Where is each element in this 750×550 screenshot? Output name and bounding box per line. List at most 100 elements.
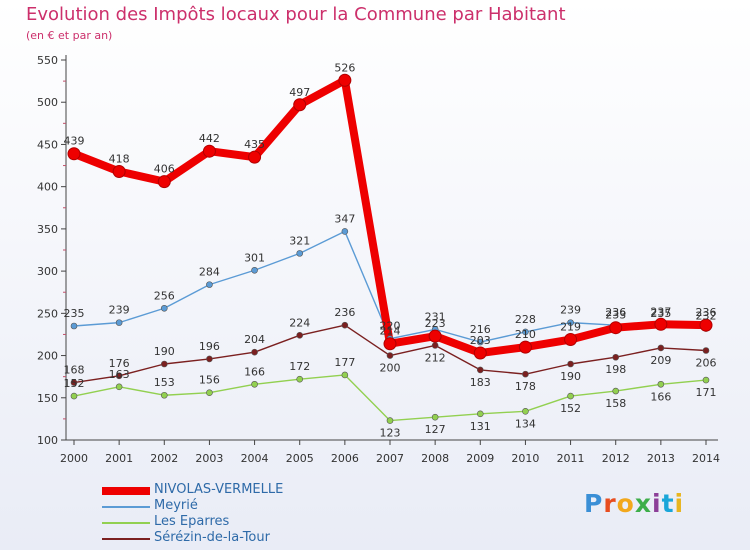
data-label-0-12: 233 — [605, 309, 626, 322]
x-tick-label: 2002 — [150, 452, 178, 465]
data-label-1-14: 232 — [696, 310, 717, 323]
x-tick-label: 2009 — [466, 452, 494, 465]
data-point-1-11 — [567, 319, 574, 326]
data-point-0-11 — [564, 333, 578, 347]
data-point-3-9 — [476, 366, 484, 374]
chart-subtitle: (en € et par an) — [26, 29, 113, 42]
data-label-2-10: 134 — [515, 417, 536, 430]
data-point-0-4 — [248, 150, 262, 164]
data-point-3-11 — [567, 360, 574, 368]
data-label-2-11: 152 — [560, 402, 581, 415]
data-label-3-5: 224 — [289, 316, 310, 329]
data-label-3-3: 196 — [199, 340, 220, 353]
data-label-3-6: 236 — [334, 306, 355, 319]
data-point-0-8 — [428, 329, 442, 343]
logo-letter: i — [674, 489, 685, 518]
data-label-1-8: 231 — [425, 310, 446, 323]
data-point-0-0 — [67, 147, 81, 161]
data-point-2-12 — [612, 387, 620, 395]
y-tick-label: 150 — [37, 392, 58, 405]
data-label-3-1: 176 — [109, 357, 130, 370]
logo-letter: x — [634, 489, 652, 518]
y-tick-label: 550 — [37, 54, 58, 67]
data-point-3-8 — [431, 342, 439, 349]
y-tick-label: 100 — [37, 434, 58, 447]
data-point-1-4 — [251, 266, 258, 274]
data-point-0-1 — [112, 164, 126, 178]
data-point-3-2 — [160, 360, 168, 368]
legend-swatch — [102, 538, 150, 540]
data-point-2-2 — [160, 391, 168, 399]
data-label-1-9: 216 — [470, 323, 491, 336]
y-tick-label: 250 — [37, 307, 58, 320]
data-point-1-3 — [206, 281, 213, 288]
legend-swatch — [102, 522, 150, 524]
data-label-3-9: 183 — [470, 376, 491, 389]
data-point-3-10 — [522, 370, 529, 378]
y-tick-label: 300 — [37, 265, 58, 278]
data-point-2-6 — [341, 371, 349, 379]
data-point-0-5 — [293, 98, 307, 112]
data-label-3-10: 178 — [515, 380, 536, 393]
data-label-0-14: 236 — [696, 306, 717, 319]
data-label-1-0: 235 — [64, 307, 85, 320]
logo-letter: r — [603, 489, 617, 518]
data-point-1-9 — [476, 338, 484, 346]
data-label-2-14: 171 — [696, 386, 717, 399]
logo-letter: t — [661, 489, 675, 518]
x-tick-label: 2007 — [376, 452, 404, 465]
data-label-0-4: 435 — [244, 138, 265, 151]
data-label-1-1: 239 — [109, 304, 130, 317]
legend-label: Les Eparres — [154, 514, 230, 529]
data-point-3-6 — [341, 321, 349, 329]
data-label-2-9: 131 — [470, 420, 491, 433]
data-label-0-11: 219 — [560, 321, 581, 334]
chart-data-points — [67, 73, 713, 424]
legend-label: Meyrié — [154, 498, 198, 513]
data-point-1-0 — [70, 322, 78, 330]
data-label-1-7: 220 — [380, 320, 401, 333]
data-label-3-8: 212 — [425, 351, 446, 364]
data-point-3-3 — [206, 355, 213, 363]
data-point-0-10 — [518, 340, 532, 354]
y-tick-label: 400 — [37, 181, 58, 194]
data-point-3-13 — [657, 344, 665, 352]
data-label-1-13: 235 — [650, 307, 671, 320]
data-label-0-8: 223 — [425, 317, 446, 330]
data-point-0-12 — [609, 321, 623, 335]
data-point-2-9 — [476, 410, 484, 418]
data-point-3-5 — [296, 331, 304, 339]
data-label-1-12: 236 — [605, 306, 626, 319]
data-label-0-9: 203 — [470, 334, 491, 347]
data-label-3-7: 200 — [380, 362, 401, 375]
data-point-0-9 — [473, 346, 487, 360]
data-point-1-2 — [160, 304, 168, 312]
data-point-3-4 — [251, 348, 258, 356]
data-label-2-13: 166 — [650, 390, 671, 403]
data-point-3-14 — [702, 347, 710, 354]
data-label-1-11: 239 — [560, 304, 581, 317]
logo-letter: P — [584, 489, 604, 518]
x-tick-label: 2011 — [557, 452, 585, 465]
data-point-2-5 — [296, 375, 304, 383]
data-point-2-7 — [386, 417, 394, 424]
legend-label: NIVOLAS-VERMELLE — [154, 482, 284, 497]
data-point-2-14 — [702, 376, 710, 384]
data-label-2-1: 163 — [109, 368, 130, 381]
data-label-2-3: 156 — [199, 374, 220, 387]
x-tick-label: 2005 — [286, 452, 314, 465]
data-point-3-12 — [612, 353, 620, 361]
data-label-1-2: 256 — [154, 289, 175, 302]
data-point-0-14 — [699, 318, 713, 332]
y-tick-label: 450 — [37, 138, 58, 151]
data-label-3-14: 206 — [696, 356, 717, 369]
data-label-3-0: 168 — [64, 364, 85, 377]
chart-axes: 100 150 200 250 300 350 400 450 500 550 2000 2001 20… — [37, 54, 720, 465]
legend-swatch — [102, 506, 150, 508]
data-point-2-13 — [657, 380, 665, 388]
data-label-1-6: 347 — [334, 212, 355, 225]
data-label-0-3: 442 — [199, 132, 220, 145]
data-label-2-0: 152 — [64, 377, 85, 390]
